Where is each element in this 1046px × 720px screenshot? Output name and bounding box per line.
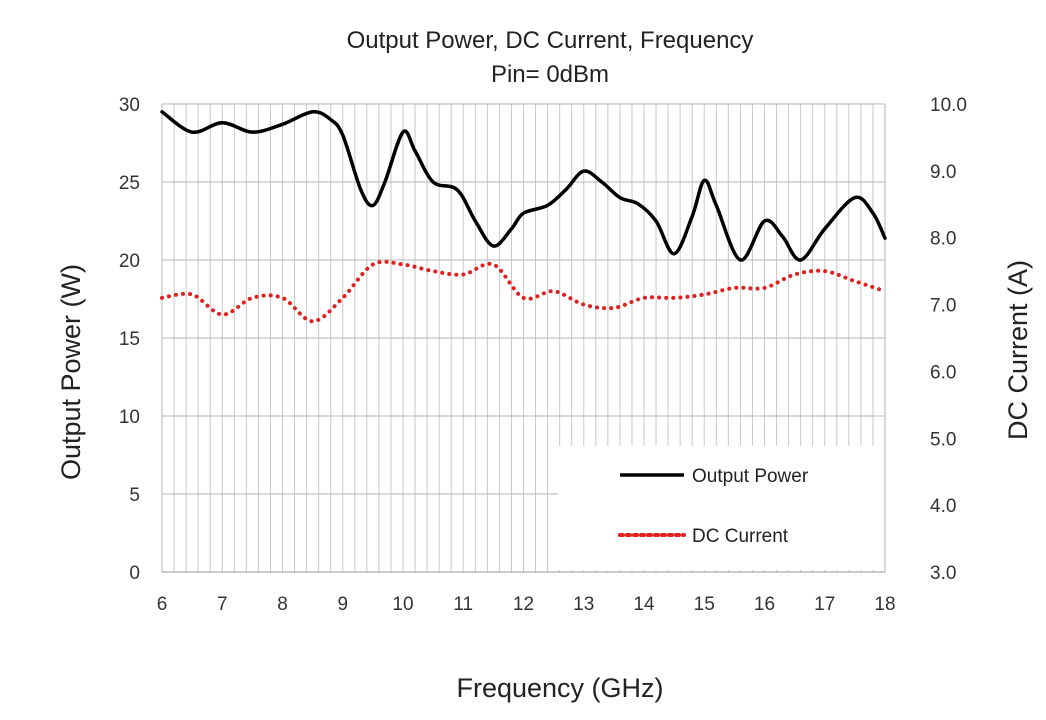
- x-tick-label: 13: [573, 594, 594, 615]
- legend-label-output-power: Output Power: [692, 466, 809, 487]
- x-axis-title: Frequency (GHz): [456, 673, 663, 703]
- y2-tick-label: 6.0: [930, 362, 956, 383]
- series-line-output-power: [160, 109, 887, 262]
- x-tick-label: 10: [392, 594, 413, 615]
- x-tick-label: 6: [157, 594, 168, 615]
- series-lines: [160, 109, 887, 324]
- x-tick-label: 11: [453, 594, 473, 615]
- y2-tick-label: 10.0: [930, 95, 967, 116]
- y-tick-label: 25: [119, 173, 140, 194]
- chart-title: Output Power, DC Current, Frequency: [347, 27, 754, 54]
- legend: Output Power DC Current: [558, 446, 884, 570]
- y2-tick-label: 8.0: [930, 229, 956, 250]
- x-tick-label: 15: [694, 594, 715, 615]
- y2-tick-label: 9.0: [930, 162, 956, 183]
- y2-tick-label: 4.0: [930, 496, 956, 517]
- y-tick-label: 0: [129, 563, 140, 584]
- y-tick-label: 5: [129, 485, 140, 506]
- y2-tick-labels: 3.0 4.0 5.0 6.0 7.0 8.0 9.0 10.0: [930, 95, 967, 584]
- y2-tick-label: 7.0: [930, 296, 956, 317]
- y-tick-label: 20: [119, 251, 140, 272]
- x-tick-label: 8: [277, 594, 288, 615]
- x-tick-label: 14: [633, 594, 655, 615]
- x-tick-label: 17: [814, 594, 835, 615]
- series-line-dc-current: [160, 259, 887, 324]
- y-tick-label: 10: [119, 407, 140, 428]
- y2-axis-title: DC Current (A): [1003, 260, 1033, 440]
- legend-box: [558, 446, 884, 570]
- x-tick-label: 16: [754, 594, 775, 615]
- legend-label-dc-current: DC Current: [692, 526, 789, 547]
- y-tick-labels: 0 5 10 15 20 25 30: [119, 95, 140, 584]
- x-tick-label: 18: [874, 594, 895, 615]
- y-tick-label: 30: [119, 95, 140, 116]
- y-tick-label: 15: [119, 329, 140, 350]
- y2-tick-label: 5.0: [930, 429, 956, 450]
- plot-frame: [161, 104, 886, 573]
- x-tick-label: 12: [513, 594, 534, 615]
- y2-tick-label: 3.0: [930, 563, 956, 584]
- x-tick-label: 7: [217, 594, 228, 615]
- x-tick-labels: 6 7 8 9 10 11 12 13 14 15 16 17 18: [157, 594, 896, 615]
- chart-subtitle: Pin= 0dBm: [491, 61, 609, 88]
- x-tick-label: 9: [337, 594, 348, 615]
- y-axis-title: Output Power (W): [56, 264, 86, 480]
